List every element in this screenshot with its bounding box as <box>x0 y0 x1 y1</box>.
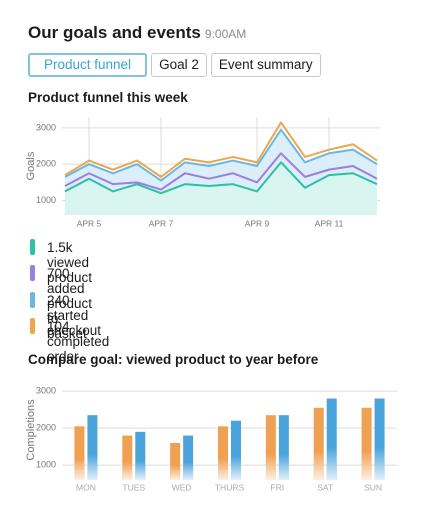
x-tick-label: MON <box>76 482 96 492</box>
x-tick-label: SUN <box>364 482 382 492</box>
bar-fade <box>74 426 85 480</box>
time: 9:00AM <box>204 27 247 41</box>
legend-label: 700 added product to basket <box>47 266 93 342</box>
x-tick-label: SAT <box>317 482 333 492</box>
line <box>64 128 378 182</box>
x-tick-label: TUES <box>122 482 145 492</box>
bar-fade <box>278 415 289 480</box>
x-tick-label: APR 11 <box>315 218 344 228</box>
y-tick-label: 1000 <box>36 195 56 205</box>
bar-fade <box>326 398 337 480</box>
title-text: Our goals and events <box>28 23 201 42</box>
y-tick-label: 3000 <box>36 385 56 395</box>
chart-title: Product funnel this week <box>28 90 188 105</box>
tab[interactable]: Event summary <box>210 53 321 77</box>
tabs: Product funnel Goal 2 Event summary <box>28 53 321 77</box>
legend-swatch <box>30 317 35 334</box>
bar-fade <box>374 398 385 480</box>
tab[interactable]: Product funnel <box>28 53 148 77</box>
area <box>65 162 377 215</box>
x-tick-label: APR 9 <box>245 218 270 228</box>
x-tick-label: THURS <box>215 482 245 492</box>
x-tick-label: APR 7 <box>149 218 174 228</box>
legend-label: 104 completed order <box>47 318 110 364</box>
bar-fade <box>122 435 133 480</box>
bar-fade <box>170 442 181 480</box>
page-title: Our goals and events 9:00AM <box>28 23 246 43</box>
x-tick-label: WED <box>172 482 192 492</box>
legend-label: 1.5k viewed product <box>47 240 93 285</box>
x-tick-label: APR 5 <box>77 218 102 228</box>
y-tick-label: 3000 <box>36 122 56 132</box>
line <box>64 161 378 195</box>
tab[interactable]: Goal 2 <box>151 53 207 77</box>
bar-fade <box>218 426 228 480</box>
bar-fade <box>183 435 194 480</box>
x-tick-label: FRI <box>271 482 285 492</box>
legend-swatch <box>30 291 35 308</box>
line <box>64 121 378 178</box>
chart-title: Compare goal: viewed product to year bef… <box>28 352 319 367</box>
y-axis-title: Goals <box>25 151 37 180</box>
bar-fade <box>231 420 241 480</box>
y-tick-label: 2000 <box>36 159 56 169</box>
legend-swatch <box>30 265 35 282</box>
bar-fade <box>313 407 324 480</box>
legend-label: 240 started checkout <box>47 292 102 338</box>
y-tick-label: 2000 <box>36 423 56 433</box>
line <box>64 152 378 191</box>
bar-fade <box>87 415 98 480</box>
legend-swatch <box>30 239 35 255</box>
bar-fade <box>361 407 372 480</box>
bar-fade <box>265 415 276 480</box>
y-axis-title: Completions <box>25 399 37 461</box>
bar-fade <box>135 431 146 480</box>
y-tick-label: 1000 <box>36 460 56 470</box>
